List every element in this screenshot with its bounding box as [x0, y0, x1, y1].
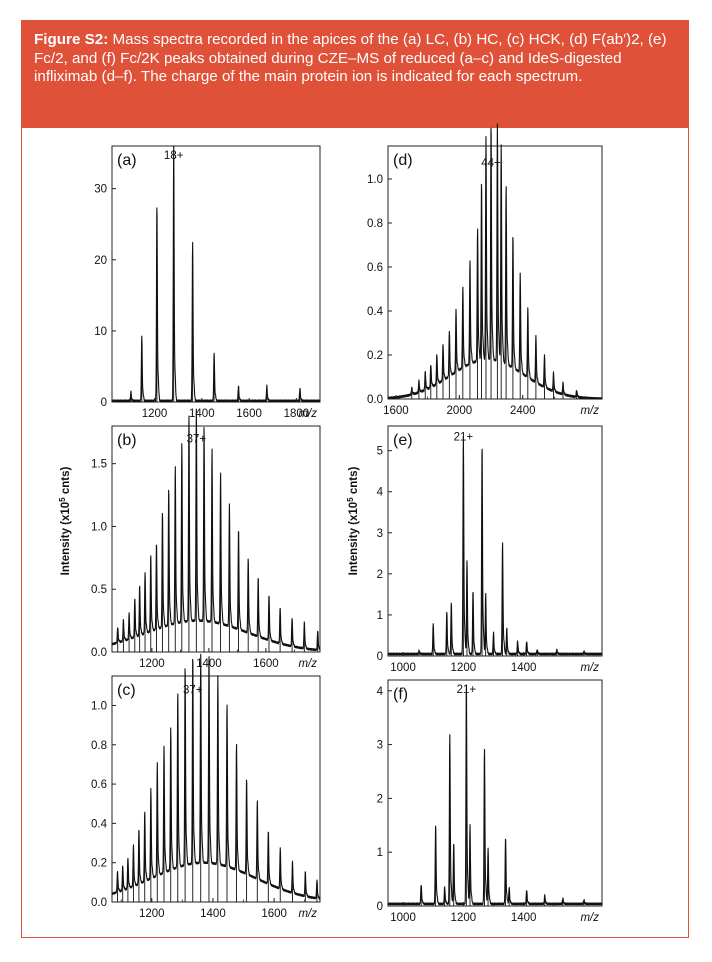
panel-e-x-tick-label: 1400 — [511, 662, 537, 674]
panel-e-spectrum-line — [387, 435, 603, 656]
panel-b-x-tick-label: 1200 — [139, 658, 165, 670]
panel-b: 1200 1400 1600 0.0 0.5 1.0 1.5 m/z (b) 37+ — [91, 408, 321, 670]
panel-a: 1200 1400 1600 1800 0 10 20 30 m/z (a) 18+ — [94, 145, 321, 420]
panel-c-spectrum-line — [111, 653, 321, 900]
panel-c-y-tick-label: 0.6 — [91, 779, 107, 791]
panel-c-frame — [111, 675, 321, 903]
panel-d-label: (d) — [393, 152, 413, 169]
panel-c-y-tick-label: 0.0 — [91, 897, 107, 909]
panel-c-y-tick-label: 1.0 — [91, 700, 107, 712]
y-axis-label-left-sup: 5 — [58, 497, 67, 502]
panel-b-frame — [111, 425, 321, 653]
panel-f-y-tick-label: 2 — [377, 793, 383, 805]
caption-text: Mass spectra recorded in the apices of t… — [34, 31, 667, 85]
panel-e-y-tick-label: 3 — [377, 528, 383, 540]
panel-f-frame — [387, 679, 603, 907]
panel-a-x-tick-label: 1400 — [189, 408, 215, 420]
panel-f-charge-label: 21+ — [457, 684, 477, 696]
panel-e-y-tick-label: 5 — [377, 446, 383, 458]
y-axis-label-right-text: Intensity (x10 — [348, 502, 360, 576]
panel-f-y-tick-label: 0 — [377, 901, 383, 913]
panel-a-spectrum-line — [111, 145, 321, 403]
panel-c-charge-label: 37+ — [183, 685, 203, 697]
panel-c-x-unit: m/z — [298, 908, 317, 920]
panel-f-y-tick-label: 4 — [377, 686, 384, 698]
panel-c-label: (c) — [117, 682, 136, 699]
panel-d: 1600 2000 2400 0.0 0.2 0.4 0.6 0.8 1.0 m/z (d) 44+ — [367, 123, 603, 417]
panel-d-x-tick-label: 1600 — [383, 405, 409, 417]
panel-b-charge-label: 37+ — [187, 434, 207, 446]
panel-a-y-tick-label: 10 — [94, 326, 107, 338]
panel-e-label: (e) — [393, 432, 413, 449]
panel-e-y-tick-label: 2 — [377, 569, 383, 581]
panel-b-label: (b) — [117, 432, 137, 449]
panel-d-spectrum-line — [387, 123, 603, 400]
panel-d-y-tick-label: 1.0 — [367, 174, 383, 186]
y-axis-label-right: Intensity (x105 cnts) — [346, 467, 360, 576]
panel-e-frame — [387, 425, 603, 657]
figure-frame: Figure S2: Mass spectra recorded in the … — [21, 20, 689, 938]
panel-e-x-unit: m/z — [580, 662, 599, 674]
panel-a-y-tick-label: 20 — [94, 255, 107, 267]
y-axis-label-left-suffix: cnts) — [60, 467, 72, 498]
panel-e-y-tick-label: 0 — [377, 651, 383, 663]
y-axis-label-right-suffix: cnts) — [348, 467, 360, 498]
panel-f-x-tick-label: 1200 — [451, 912, 477, 924]
panel-c: 1200 1400 1600 0.0 0.2 0.4 0.6 0.8 1.0 m/z (c) 37+ — [91, 653, 321, 920]
panel-c-x-tick-label: 1200 — [139, 908, 165, 920]
panel-c-x-tick-label: 1400 — [200, 908, 226, 920]
panel-e: 1000 1200 1400 0 1 2 3 4 5 m/z (e) 21+ — [377, 425, 603, 674]
panel-b-y-tick-label: 0.5 — [91, 584, 107, 596]
panel-f-x-tick-label: 1400 — [511, 912, 537, 924]
panel-c-x-tick-label: 1600 — [261, 908, 287, 920]
panel-d-y-tick-label: 0.6 — [367, 262, 383, 274]
panel-a-frame — [111, 145, 321, 403]
panel-d-frame — [387, 145, 603, 400]
y-axis-label-left-text: Intensity (x10 — [60, 502, 72, 576]
panel-d-y-tick-label: 0.8 — [367, 218, 383, 230]
panel-c-y-tick-label: 0.2 — [91, 858, 107, 870]
panel-e-y-tick-label: 4 — [377, 487, 384, 499]
panel-f-y-tick-label: 1 — [377, 847, 383, 859]
panel-f-y-tick-label: 3 — [377, 740, 383, 752]
panel-a-label: (a) — [117, 152, 137, 169]
panel-b-x-unit: m/z — [298, 658, 317, 670]
panel-f-spectrum-line — [387, 684, 603, 906]
panel-a-x-unit: m/z — [298, 408, 317, 420]
panel-c-y-tick-label: 0.8 — [91, 740, 107, 752]
panel-e-y-tick-label: 1 — [377, 610, 383, 622]
panel-b-y-tick-label: 0.0 — [91, 647, 107, 659]
panel-d-y-tick-label: 0.4 — [367, 306, 384, 318]
panel-b-y-tick-label: 1.0 — [91, 521, 107, 533]
caption-label: Figure S2: — [34, 31, 109, 48]
panel-b-spectrum-line — [111, 408, 321, 652]
panel-d-x-unit: m/z — [580, 405, 599, 417]
figure-caption: Figure S2: Mass spectra recorded in the … — [22, 21, 688, 128]
panel-a-y-tick-label: 0 — [101, 397, 107, 409]
panel-d-x-tick-label: 2400 — [510, 405, 536, 417]
panel-a-charge-label: 18+ — [164, 150, 184, 162]
panel-a-x-tick-label: 1600 — [236, 408, 262, 420]
panel-e-x-tick-label: 1200 — [451, 662, 477, 674]
panel-f-x-unit: m/z — [580, 912, 599, 924]
panel-e-charge-label: 21+ — [454, 432, 474, 444]
panel-d-x-tick-label: 2000 — [447, 405, 473, 417]
panel-d-charge-label: 44+ — [481, 157, 501, 169]
panel-f-x-tick-label: 1000 — [390, 912, 416, 924]
panel-f: 1000 1200 1400 0 1 2 3 4 m/z (f) 21+ — [377, 679, 603, 924]
panel-d-y-tick-label: 0.2 — [367, 350, 383, 362]
panel-b-y-tick-label: 1.5 — [91, 459, 107, 471]
y-axis-label-right-sup: 5 — [346, 497, 355, 502]
panel-b-x-tick-label: 1600 — [253, 658, 279, 670]
panel-a-x-tick-label: 1800 — [284, 408, 310, 420]
panel-a-y-tick-label: 30 — [94, 184, 107, 196]
y-axis-label-left: Intensity (x105 cnts) — [58, 467, 72, 576]
panel-a-x-tick-label: 1200 — [142, 408, 168, 420]
panel-d-y-tick-label: 0.0 — [367, 394, 383, 406]
panel-f-label: (f) — [393, 686, 408, 703]
panel-c-y-tick-label: 0.4 — [91, 818, 108, 830]
panel-e-x-tick-label: 1000 — [390, 662, 416, 674]
